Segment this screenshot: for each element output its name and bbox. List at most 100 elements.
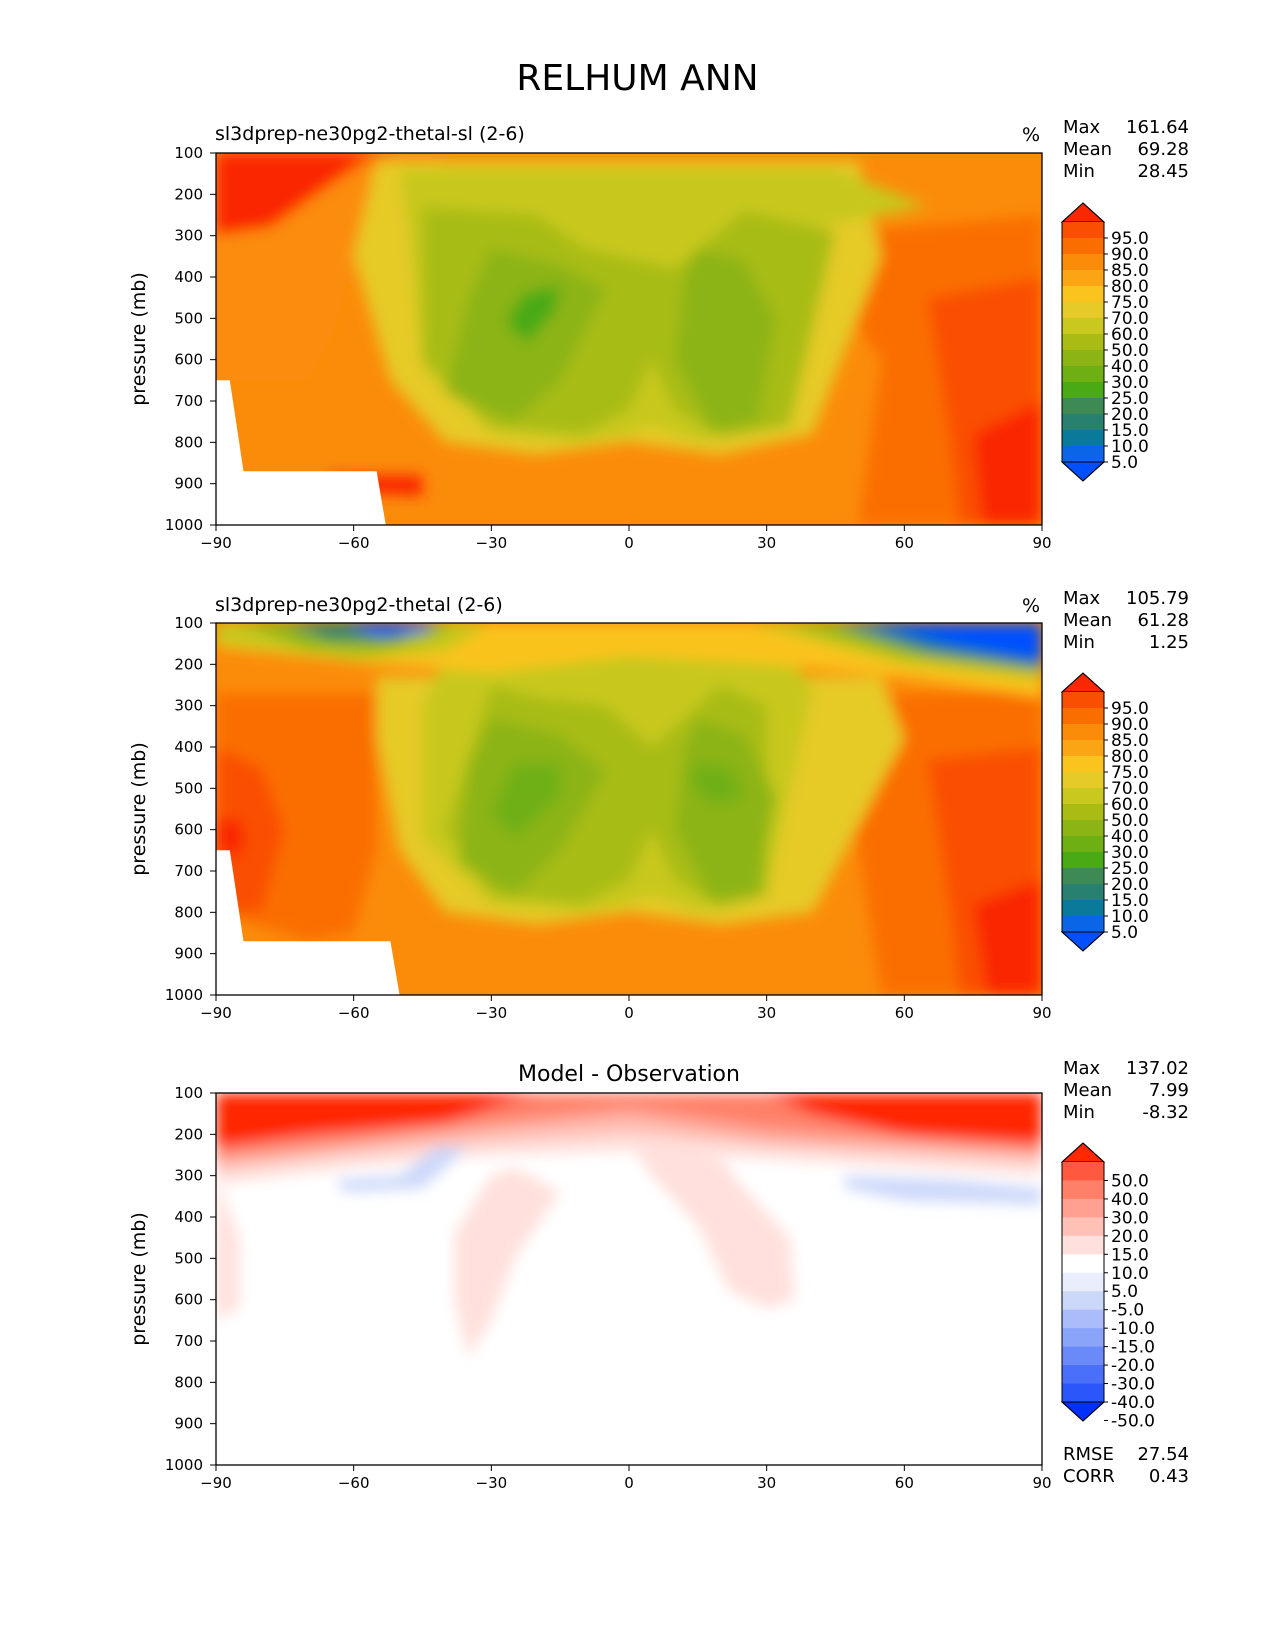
x-tick-label: 60: [895, 534, 914, 552]
panel-1-colorbar: 95.090.085.080.075.070.060.050.040.030.0…: [1060, 202, 1149, 482]
colorbar-bin: [1062, 318, 1104, 335]
contour-region: [216, 817, 244, 855]
contour-region: [491, 763, 561, 838]
x-tick-label: −90: [200, 1474, 232, 1492]
contour-region: [216, 1093, 538, 1147]
colorbar-bin: [1062, 708, 1104, 725]
colorbar-bin: [1062, 366, 1104, 383]
y-tick-label: 700: [174, 862, 203, 880]
colorbar-tick-label: 30.0: [1111, 843, 1149, 863]
panel-1-title: sl3dprep-ne30pg2-thetal-sl (2-6): [215, 123, 525, 145]
colorbar-tick-label: 60.0: [1111, 325, 1149, 345]
colorbar-tick-label: 40.0: [1111, 357, 1149, 377]
colorbar-bin: [1062, 302, 1104, 319]
panel-3-colorbar: 50.040.030.020.015.010.05.0-5.0-10.0-15.…: [1060, 1142, 1155, 1431]
colorbar-tick-label: 85.0: [1111, 261, 1149, 281]
colorbar-tick-label: -50.0: [1111, 1411, 1155, 1431]
colorbar-bin: [1062, 1309, 1104, 1329]
colorbar-bin: [1062, 884, 1104, 901]
rmse-value: 27.54: [1137, 1444, 1189, 1465]
colorbar-bin: [1062, 222, 1104, 239]
y-tick-label: 1000: [165, 1456, 203, 1474]
y-tick-label: 800: [174, 1373, 203, 1391]
colorbar-extend-min: [1060, 931, 1106, 952]
x-tick-label: 0: [624, 534, 634, 552]
colorbar-bin: [1062, 772, 1104, 789]
colorbar-tick-label: 25.0: [1111, 389, 1149, 409]
colorbar-bin: [1062, 414, 1104, 431]
colorbar-tick-label: 15.0: [1111, 1245, 1149, 1265]
y-tick-label: 600: [174, 1291, 203, 1309]
contour-region: [216, 1175, 239, 1321]
panel-2-colorbar: 95.090.085.080.075.070.060.050.040.030.0…: [1060, 672, 1149, 952]
y-tick-label: 1000: [165, 986, 203, 1004]
y-tick-label: 700: [174, 392, 203, 410]
contour-region: [867, 623, 1042, 661]
colorbar-bin: [1062, 788, 1104, 805]
x-tick-label: −30: [476, 1004, 508, 1022]
x-tick-label: −60: [338, 534, 370, 552]
max-value: 137.02: [1126, 1058, 1189, 1079]
contour-region: [674, 248, 776, 430]
colorbar-tick-label: 50.0: [1111, 341, 1149, 361]
y-axis-label: pressure (mb): [128, 1212, 150, 1346]
colorbar-bin: [1062, 398, 1104, 415]
colorbar-bin: [1062, 1272, 1104, 1292]
mean-value: 69.28: [1137, 139, 1189, 160]
colorbar-bin: [1062, 270, 1104, 287]
contour-region: [844, 1175, 1042, 1205]
y-tick-label: 800: [174, 903, 203, 921]
colorbar-tick-label: 20.0: [1111, 875, 1149, 895]
colorbar-bin: [1062, 1346, 1104, 1366]
land-mask: [216, 850, 400, 995]
colorbar-tick-label: 80.0: [1111, 747, 1149, 767]
colorbar-tick-label: 90.0: [1111, 715, 1149, 735]
colorbar-bin: [1062, 334, 1104, 351]
y-axis-label: pressure (mb): [128, 272, 150, 406]
colorbar-bin: [1062, 350, 1104, 367]
min-label: Min: [1063, 161, 1095, 182]
y-tick-label: 900: [174, 475, 203, 493]
contour-region: [629, 1142, 795, 1308]
colorbar-tick-label: 40.0: [1111, 827, 1149, 847]
max-label: Max: [1063, 1058, 1101, 1079]
colorbar-extend-max: [1060, 202, 1106, 223]
colorbar-bin: [1062, 254, 1104, 271]
colorbar-bin: [1062, 692, 1104, 709]
contour-region: [766, 1093, 1042, 1143]
contour-region: [344, 623, 437, 636]
x-tick-label: 60: [895, 1474, 914, 1492]
colorbar-bin: [1062, 916, 1104, 933]
colorbar-tick-label: 25.0: [1111, 859, 1149, 879]
panel-2-axes: −90 −60 −30 0 30 60 90 100 200 300 400 500 600 700 800…: [128, 614, 1052, 1022]
mean-value: 7.99: [1148, 1080, 1189, 1101]
colorbar-tick-label: -20.0: [1111, 1356, 1155, 1376]
colorbar-bin: [1062, 238, 1104, 255]
contour-region: [216, 747, 285, 913]
colorbar-bin: [1062, 852, 1104, 869]
x-tick-label: 60: [895, 1004, 914, 1022]
panel-3-axes: −90 −60 −30 0 30 60 90 100 200 300 400 500 600 700 800…: [128, 1084, 1052, 1492]
colorbar-bin: [1062, 1383, 1104, 1403]
colorbar-tick-label: 10.0: [1111, 907, 1149, 927]
y-tick-label: 500: [174, 309, 203, 327]
colorbar-tick-label: 15.0: [1111, 891, 1149, 911]
contour-region: [973, 879, 1042, 995]
contour-region: [688, 763, 744, 805]
colorbar-bin: [1062, 430, 1104, 447]
mean-label: Mean: [1063, 139, 1113, 160]
max-value: 105.79: [1126, 588, 1189, 609]
y-tick-label: 200: [174, 1125, 203, 1143]
panel-2-stats: Max 105.79 Mean 61.28 Min 1.25: [1063, 588, 1189, 654]
min-value: 1.25: [1148, 632, 1189, 653]
panel-2-title: sl3dprep-ne30pg2-thetal (2-6): [215, 594, 503, 616]
x-tick-label: 0: [624, 1474, 634, 1492]
colorbar-bin: [1062, 820, 1104, 837]
mean-value: 61.28: [1137, 610, 1189, 631]
colorbar-tick-label: 5.0: [1111, 923, 1138, 943]
colorbar-extend-min: [1060, 461, 1106, 482]
y-tick-label: 100: [174, 144, 203, 162]
colorbar-bin: [1062, 1217, 1104, 1237]
y-tick-label: 300: [174, 1167, 203, 1185]
contour-region: [674, 718, 776, 900]
